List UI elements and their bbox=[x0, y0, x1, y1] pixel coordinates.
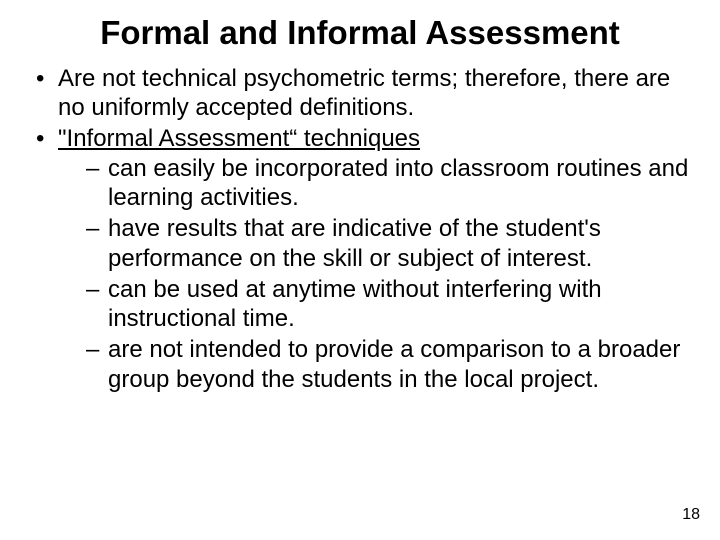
sub-bullet-item: are not intended to provide a comparison… bbox=[86, 335, 690, 394]
slide-body: Are not technical psychometric terms; th… bbox=[0, 58, 720, 394]
sub-bullet-item: have results that are indicative of the … bbox=[86, 214, 690, 273]
sub-bullet-text: can be used at anytime without interferi… bbox=[108, 276, 602, 332]
bullet-list: Are not technical psychometric terms; th… bbox=[30, 64, 690, 394]
bullet-text: Are not technical psychometric terms; th… bbox=[58, 65, 670, 121]
bullet-item: Are not technical psychometric terms; th… bbox=[30, 64, 690, 123]
page-number: 18 bbox=[682, 506, 700, 524]
sub-bullet-text: have results that are indicative of the … bbox=[108, 215, 601, 271]
slide: Formal and Informal Assessment Are not t… bbox=[0, 0, 720, 540]
bullet-text-underlined: "Informal Assessment“ techniques bbox=[58, 125, 420, 152]
bullet-item: "Informal Assessment“ techniques can eas… bbox=[30, 124, 690, 393]
sub-bullet-text: are not intended to provide a comparison… bbox=[108, 336, 680, 392]
sub-bullet-item: can be used at anytime without interferi… bbox=[86, 275, 690, 334]
sub-bullet-text: can easily be incorporated into classroo… bbox=[108, 155, 688, 211]
sub-bullet-item: can easily be incorporated into classroo… bbox=[86, 154, 690, 213]
slide-title: Formal and Informal Assessment bbox=[0, 0, 720, 58]
sub-bullet-list: can easily be incorporated into classroo… bbox=[58, 154, 690, 394]
